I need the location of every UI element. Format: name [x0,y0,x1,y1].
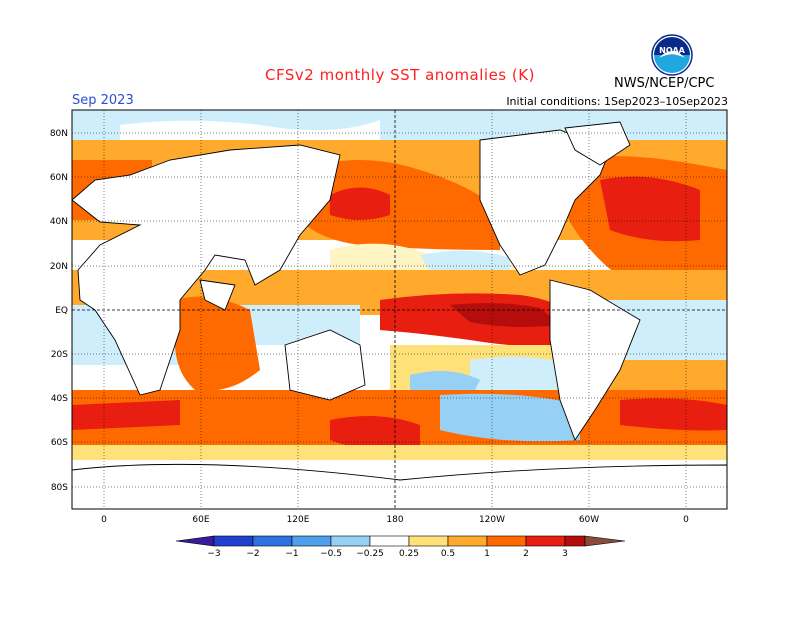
lat-label-60s: 60S [51,438,68,448]
lon-label-0-east: 0 [683,515,689,525]
colorbar-tick-label: −0.25 [356,549,384,559]
map-frame [71,109,728,510]
colorbar-swatch-3 [291,535,332,547]
anomaly-field [72,110,727,509]
colorbar-swatch-9 [525,535,566,547]
lon-label-60e: 60E [192,515,209,525]
colorbar-tick-label: −3 [207,549,220,559]
lon-label-180: 180 [386,515,403,525]
forecast-month: Sep 2023 [72,93,134,108]
colorbar-tick-label: −1 [285,549,298,559]
lon-label-60w: 60W [579,515,599,525]
graticule [72,110,727,509]
colorbar-tick-label: 3 [562,549,568,559]
colorbar-tick-label: 2 [523,549,529,559]
lat-label-80n: 80N [50,129,68,139]
noaa-logo-text: NOAA [659,46,685,55]
colorbar-tick-label: −0.5 [320,549,342,559]
lat-label-80s: 80S [51,483,68,493]
colorbar-swatch-6 [408,535,449,547]
initial-conditions: Initial conditions: 1Sep2023–10Sep2023 [506,95,728,108]
colorbar-swatch-1 [213,535,254,547]
noaa-logo-icon: NOAA [651,34,693,76]
colorbar-tick-label: 0.25 [399,549,419,559]
continents [71,121,728,510]
lat-label-eq: EQ [55,306,68,316]
lat-label-40s: 40S [51,394,68,404]
colorbar-swatch-11 [584,535,626,547]
lat-label-60n: 60N [50,173,68,183]
colorbar-swatch-4 [330,535,371,547]
colorbar-swatch-10 [564,535,586,547]
colorbar-swatch-2 [252,535,293,547]
colorbar [175,535,626,547]
map-title: CFSv2 monthly SST anomalies (K) [265,66,535,84]
lon-label-120w: 120W [479,515,505,525]
lat-label-20n: 20N [50,262,68,272]
colorbar-swatch-7 [447,535,488,547]
equator-dateline [72,110,727,509]
lon-label-0: 0 [101,515,107,525]
lat-label-20s: 20S [51,350,68,360]
colorbar-swatch-8 [486,535,527,547]
colorbar-tick-label: 0.5 [441,549,455,559]
latitude-labels: 80N 60N 40N 20N EQ 20S 40S 60S 80S [50,129,68,493]
agency-label: NWS/NCEP/CPC [614,76,715,91]
colorbar-tick-label: −2 [246,549,259,559]
longitude-labels: 0 60E 120E 180 120W 60W 0 [101,515,689,525]
colorbar-tick-label: 1 [484,549,490,559]
colorbar-ticks: −3 −2 −1 −0.5 −0.25 0.25 0.5 1 2 3 [207,549,568,559]
colorbar-swatch-0 [175,535,215,547]
lat-label-40n: 40N [50,217,68,227]
colorbar-swatch-5 [369,535,410,547]
lon-label-120e: 120E [287,515,310,525]
